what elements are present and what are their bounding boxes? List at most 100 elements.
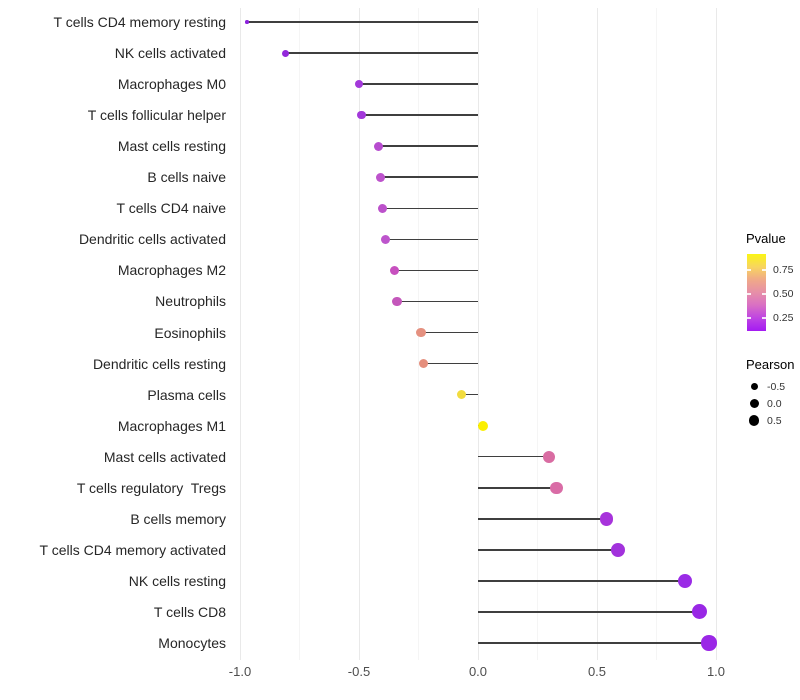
lollipop-stem [247,21,478,23]
gridline-minor [299,8,300,660]
gridline-minor [656,8,657,660]
pearson-legend: Pearson -0.5 0.0 0.5 [746,357,800,429]
lollipop-stem [478,549,619,551]
lollipop-stem [382,207,478,210]
lollipop-dot [418,358,428,369]
y-axis-label: T cells CD4 memory resting [53,14,226,30]
gridline-major [358,8,360,660]
pvalue-colorbar-tick-mark [762,293,766,295]
lollipop-stem [461,393,478,396]
y-axis-label: T cells CD4 memory activated [39,541,226,558]
pearson-legend-entries: -0.5 0.0 0.5 [746,378,800,429]
lollipop-stem [359,83,478,85]
pvalue-colorbar-tick-mark [747,293,751,295]
x-axis-tick-label: 0.5 [587,664,607,679]
lollipop-dot [701,635,717,651]
pearson-legend-entry-label: 0.5 [767,414,782,427]
pvalue-colorbar-tick-mark [762,269,766,271]
pearson-legend-entry: 0.0 [746,395,800,412]
gridline-major [596,8,598,660]
y-axis-label: NK cells resting [128,572,226,589]
lollipop-dot [281,49,289,57]
x-axis-tick-label: 0.0 [468,664,488,679]
gridline-minor [537,8,538,660]
y-axis-label: T cells follicular helper [87,107,226,124]
pearson-legend-dot [750,383,758,390]
lollipop-dot [550,481,563,494]
pvalue-colorbar-wrap: 0.75 0.50 0.25 [746,254,800,334]
y-axis-label: T cells CD4 naive [116,200,226,217]
lollipop-stem [478,642,709,644]
y-axis-label: T cells CD8 [153,603,226,620]
pvalue-colorbar-tick-label: 0.50 [773,288,794,300]
pearson-legend-dot-box [746,383,762,390]
pearson-legend-dot-box [746,415,762,426]
lollipop-dot [691,604,707,620]
y-axis-label: Neutrophils [155,293,226,310]
lollipop-dot [599,512,614,526]
lollipop-stem [478,455,550,458]
lollipop-stem [478,486,557,489]
pearson-legend-entry-label: -0.5 [767,380,786,393]
gridline-major [477,8,479,660]
lollipop-stem [361,114,478,116]
x-axis-tick-label: 1.0 [706,664,726,679]
lollipop-dot [611,542,626,557]
lollipop-dot [375,172,385,182]
y-axis-label: Macrophages M1 [117,417,226,434]
lollipop-stem [285,52,478,54]
lollipop-dot [378,203,388,213]
pearson-legend-dot-box [746,399,762,408]
x-axis-tick-label: -0.5 [347,664,371,679]
y-axis-label: B cells memory [130,510,226,527]
pvalue-colorbar-tick-mark [747,317,751,319]
pearson-legend-dot [748,415,760,426]
lollipop-stem [397,300,478,303]
y-axis-label: Macrophages M2 [117,262,226,279]
lollipop-stem [420,331,478,334]
pearson-legend-title: Pearson [746,357,795,372]
y-axis-label: Macrophages M0 [117,76,226,93]
lollipop-stem [380,176,478,179]
pvalue-colorbar-tick-label: 0.25 [773,312,794,324]
lollipop-dot [380,234,390,244]
lollipop-stem [378,145,478,147]
lollipop-stem [478,611,700,613]
y-axis-label: Monocytes [158,635,226,651]
pvalue-colorbar-tick-mark [747,269,751,271]
lollipop-dot [543,450,556,463]
gridline-major [715,8,717,660]
pvalue-colorbar-tick-mark [762,317,766,319]
pvalue-legend-title: Pvalue [746,231,786,246]
lollipop-dot [477,420,488,431]
y-axis-label: B cells naive [147,169,226,186]
lollipop-stem [385,238,478,241]
pvalue-legend: Pvalue 0.75 0.50 0.25 [746,231,800,334]
y-axis-label: Plasma cells [147,386,226,403]
lollipop-dot [354,79,364,89]
lollipop-dot [389,265,400,276]
lollipop-dot [392,296,402,307]
pearson-legend-entry-label: 0.0 [767,397,782,410]
y-axis-label: Mast cells resting [117,138,226,155]
pvalue-colorbar [747,254,766,331]
x-axis-tick-label: -1.0 [228,664,252,679]
pearson-legend-dot [749,399,759,408]
pvalue-colorbar-tick-label: 0.75 [773,264,794,276]
gridline-major [239,8,241,660]
pearson-legend-entry: 0.5 [746,412,800,429]
lollipop-stem [423,362,478,365]
pearson-legend-entry: -0.5 [746,378,800,395]
lollipop-dot [456,389,467,400]
lollipop-stem [478,518,607,520]
lollipop-dot [357,110,366,120]
y-axis-label: Eosinophils [154,324,226,341]
y-axis-label: Dendritic cells activated [78,231,226,248]
lollipop-stem [394,269,478,272]
lollipop-dot [416,327,426,338]
lollipop-dot [677,573,693,589]
lollipop-stem [478,580,686,582]
y-axis-label: Dendritic cells resting [92,355,226,372]
y-axis-label: T cells regulatory Tregs [76,479,226,496]
